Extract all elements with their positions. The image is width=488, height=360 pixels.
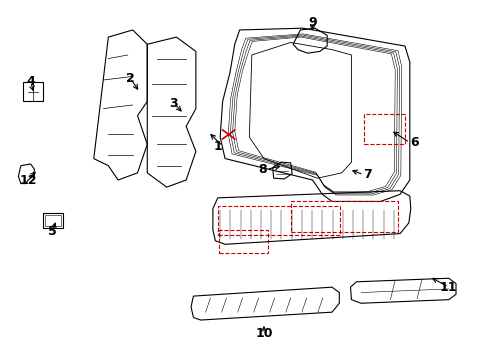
Text: 9: 9 [307, 16, 316, 29]
Text: 4: 4 [26, 75, 35, 88]
Bar [290, 202, 397, 232]
Text: 5: 5 [48, 225, 57, 238]
Text: 1: 1 [213, 140, 222, 153]
Text: 6: 6 [409, 136, 418, 149]
Text: 7: 7 [363, 168, 372, 181]
Text: 10: 10 [255, 327, 272, 340]
Bar [363, 114, 404, 144]
Bar [42, 213, 63, 228]
Text: 2: 2 [125, 72, 134, 85]
Text: 11: 11 [439, 281, 457, 294]
Bar [218, 206, 339, 235]
Bar [219, 230, 267, 253]
Text: 12: 12 [20, 174, 37, 186]
Text: 3: 3 [169, 97, 178, 110]
Bar [23, 82, 42, 102]
Text: 8: 8 [257, 163, 266, 176]
Bar [45, 215, 61, 226]
